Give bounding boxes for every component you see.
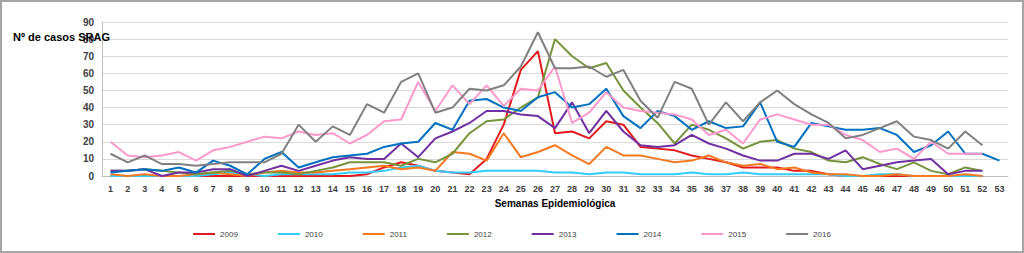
svg-text:50: 50 bbox=[943, 184, 953, 194]
svg-text:6: 6 bbox=[194, 184, 199, 194]
svg-text:48: 48 bbox=[909, 184, 919, 194]
svg-text:39: 39 bbox=[755, 184, 765, 194]
svg-text:36: 36 bbox=[704, 184, 714, 194]
svg-text:33: 33 bbox=[653, 184, 663, 194]
svg-text:51: 51 bbox=[960, 184, 970, 194]
svg-text:21: 21 bbox=[447, 184, 457, 194]
svg-text:7: 7 bbox=[211, 184, 216, 194]
svg-text:1: 1 bbox=[108, 184, 113, 194]
svg-text:22: 22 bbox=[465, 184, 475, 194]
svg-text:47: 47 bbox=[892, 184, 902, 194]
svg-text:45: 45 bbox=[858, 184, 868, 194]
svg-text:40: 40 bbox=[772, 184, 782, 194]
svg-text:2014: 2014 bbox=[644, 230, 662, 239]
svg-text:16: 16 bbox=[362, 184, 372, 194]
svg-text:34: 34 bbox=[670, 184, 680, 194]
svg-text:27: 27 bbox=[550, 184, 560, 194]
svg-text:0: 0 bbox=[88, 171, 94, 182]
svg-text:12: 12 bbox=[294, 184, 304, 194]
svg-text:4: 4 bbox=[159, 184, 164, 194]
svg-text:8: 8 bbox=[228, 184, 233, 194]
svg-text:20: 20 bbox=[83, 136, 95, 147]
svg-text:2012: 2012 bbox=[474, 230, 492, 239]
svg-text:2009: 2009 bbox=[220, 230, 238, 239]
svg-text:2010: 2010 bbox=[305, 230, 323, 239]
svg-text:2015: 2015 bbox=[728, 230, 746, 239]
svg-text:35: 35 bbox=[687, 184, 697, 194]
svg-text:31: 31 bbox=[618, 184, 628, 194]
svg-text:38: 38 bbox=[738, 184, 748, 194]
svg-text:Semanas Epidemiológica: Semanas Epidemiológica bbox=[495, 198, 616, 209]
svg-text:53: 53 bbox=[994, 184, 1004, 194]
svg-text:29: 29 bbox=[584, 184, 594, 194]
svg-text:70: 70 bbox=[83, 51, 95, 62]
svg-text:5: 5 bbox=[176, 184, 181, 194]
svg-text:15: 15 bbox=[345, 184, 355, 194]
svg-text:44: 44 bbox=[841, 184, 851, 194]
svg-text:18: 18 bbox=[396, 184, 406, 194]
svg-text:60: 60 bbox=[83, 68, 95, 79]
svg-text:24: 24 bbox=[499, 184, 509, 194]
svg-text:9: 9 bbox=[245, 184, 250, 194]
svg-text:42: 42 bbox=[806, 184, 816, 194]
svg-text:46: 46 bbox=[875, 184, 885, 194]
svg-text:90: 90 bbox=[83, 17, 95, 28]
svg-text:10: 10 bbox=[83, 153, 95, 164]
svg-text:19: 19 bbox=[413, 184, 423, 194]
svg-text:37: 37 bbox=[721, 184, 731, 194]
svg-text:2: 2 bbox=[125, 184, 130, 194]
svg-text:20: 20 bbox=[430, 184, 440, 194]
svg-text:2011: 2011 bbox=[390, 230, 408, 239]
svg-text:32: 32 bbox=[635, 184, 645, 194]
svg-text:41: 41 bbox=[789, 184, 799, 194]
svg-text:40: 40 bbox=[83, 102, 95, 113]
svg-text:28: 28 bbox=[567, 184, 577, 194]
svg-text:49: 49 bbox=[926, 184, 936, 194]
svg-text:17: 17 bbox=[379, 184, 389, 194]
svg-text:Nº de casos SRAG: Nº de casos SRAG bbox=[13, 31, 110, 43]
svg-text:14: 14 bbox=[328, 184, 338, 194]
svg-text:30: 30 bbox=[601, 184, 611, 194]
svg-text:26: 26 bbox=[533, 184, 543, 194]
svg-text:3: 3 bbox=[142, 184, 147, 194]
svg-text:11: 11 bbox=[277, 184, 287, 194]
svg-text:23: 23 bbox=[482, 184, 492, 194]
svg-text:50: 50 bbox=[83, 85, 95, 96]
svg-text:52: 52 bbox=[977, 184, 987, 194]
svg-text:30: 30 bbox=[83, 119, 95, 130]
svg-text:43: 43 bbox=[824, 184, 834, 194]
svg-text:2013: 2013 bbox=[559, 230, 577, 239]
svg-text:2016: 2016 bbox=[813, 230, 831, 239]
svg-text:25: 25 bbox=[516, 184, 526, 194]
svg-text:10: 10 bbox=[259, 184, 269, 194]
svg-text:13: 13 bbox=[311, 184, 321, 194]
